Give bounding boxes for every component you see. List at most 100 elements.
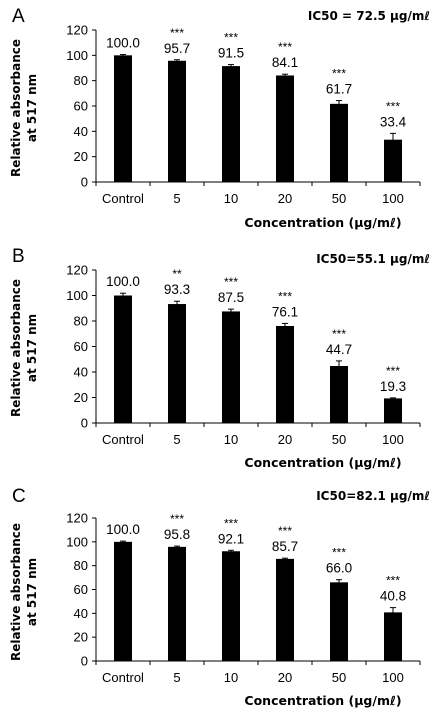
data-label: 95.8 bbox=[164, 527, 190, 542]
data-label: 76.1 bbox=[272, 304, 298, 319]
data-label: 61.7 bbox=[326, 82, 352, 97]
bar-control bbox=[114, 295, 132, 423]
panel-letter: B bbox=[12, 246, 25, 267]
bar-100 bbox=[384, 139, 402, 182]
ic50-annotation: IC50=82.1 μg/mℓ bbox=[316, 489, 430, 503]
significance-marker: *** bbox=[332, 67, 346, 81]
chart-panel-b: B IC50=55.1 μg/mℓ Relative absorbance at 51… bbox=[9, 246, 430, 470]
y-axis-title: Relative absorbance at 517 nm bbox=[9, 279, 39, 417]
y-tick-label: 0 bbox=[81, 416, 88, 431]
x-category-label: 20 bbox=[278, 432, 292, 447]
data-label: 95.7 bbox=[164, 41, 190, 56]
y-axis-title: Relative absorbance at 517 nm bbox=[9, 523, 39, 661]
bar-5 bbox=[168, 546, 186, 661]
x-category-label: Control bbox=[102, 670, 144, 685]
y-tick-label: 0 bbox=[81, 175, 88, 190]
significance-marker: *** bbox=[278, 289, 292, 303]
y-tick-label: 100 bbox=[66, 48, 88, 63]
y-tick-label: 20 bbox=[74, 390, 88, 405]
y-tick-label: 40 bbox=[74, 124, 88, 139]
x-category-label: 100 bbox=[382, 191, 404, 206]
bar-10 bbox=[222, 311, 240, 423]
x-category-label: 5 bbox=[173, 191, 180, 206]
y-tick-label: 60 bbox=[74, 99, 88, 114]
y-tick-label: 20 bbox=[74, 149, 88, 164]
y-axis-title-line1: Relative absorbance bbox=[9, 523, 23, 661]
ic50-annotation: IC50 = 72.5 μg/mℓ bbox=[308, 9, 430, 23]
chart-panel-a: A IC50 = 72.5 μg/mℓ Relative absorbance at … bbox=[9, 6, 430, 230]
panel-letter: A bbox=[12, 6, 25, 27]
data-label: 100.0 bbox=[106, 522, 140, 537]
x-category-label: 10 bbox=[224, 670, 238, 685]
ic50-annotation: IC50=55.1 μg/mℓ bbox=[316, 252, 430, 266]
data-label: 19.3 bbox=[380, 379, 406, 394]
data-label: 100.0 bbox=[106, 274, 140, 289]
data-label: 84.1 bbox=[272, 55, 298, 70]
y-tick-label: 40 bbox=[74, 606, 88, 621]
significance-marker: *** bbox=[332, 546, 346, 560]
y-axis-title-line2: at 517 nm bbox=[25, 558, 39, 626]
significance-marker: *** bbox=[386, 99, 400, 113]
significance-marker: *** bbox=[170, 512, 184, 526]
x-category-label: 5 bbox=[173, 670, 180, 685]
bar-10 bbox=[222, 66, 240, 182]
x-category-label: 20 bbox=[278, 191, 292, 206]
y-tick-label: 120 bbox=[66, 23, 88, 38]
x-axis-title: Concentration (μg/mℓ) bbox=[244, 693, 401, 708]
significance-marker: *** bbox=[170, 26, 184, 40]
bar-10 bbox=[222, 551, 240, 661]
bar-5 bbox=[168, 304, 186, 423]
y-tick-label: 20 bbox=[74, 630, 88, 645]
data-label: 91.5 bbox=[218, 46, 244, 61]
y-axis-title-line1: Relative absorbance bbox=[9, 279, 23, 417]
data-label: 33.4 bbox=[380, 114, 407, 129]
y-tick-label: 40 bbox=[74, 365, 88, 380]
x-category-label: 100 bbox=[382, 432, 404, 447]
x-category-label: 10 bbox=[224, 191, 238, 206]
y-tick-label: 100 bbox=[66, 534, 88, 549]
bar-50 bbox=[330, 582, 348, 661]
significance-marker: *** bbox=[386, 574, 400, 588]
significance-marker: *** bbox=[278, 40, 292, 54]
bar-control bbox=[114, 541, 132, 661]
bar-50 bbox=[330, 103, 348, 182]
x-category-label: Control bbox=[102, 191, 144, 206]
x-category-label: 5 bbox=[173, 432, 180, 447]
significance-marker: *** bbox=[224, 275, 238, 289]
y-tick-label: 120 bbox=[66, 263, 88, 278]
y-tick-label: 0 bbox=[81, 654, 88, 669]
data-label: 66.0 bbox=[326, 561, 352, 576]
bar-20 bbox=[276, 558, 294, 661]
x-category-label: 50 bbox=[332, 191, 346, 206]
y-axis-title: Relative absorbance at 517 nm bbox=[9, 39, 39, 177]
significance-marker: *** bbox=[332, 327, 346, 341]
bar-20 bbox=[276, 75, 294, 182]
data-label: 87.5 bbox=[218, 290, 244, 305]
x-category-label: 20 bbox=[278, 670, 292, 685]
x-category-label: 50 bbox=[332, 432, 346, 447]
bar-50 bbox=[330, 366, 348, 423]
significance-marker: *** bbox=[386, 364, 400, 378]
data-label: 44.7 bbox=[326, 342, 352, 357]
data-label: 93.3 bbox=[164, 282, 190, 297]
y-axis-title-line2: at 517 nm bbox=[25, 74, 39, 142]
x-axis-title: Concentration (μg/mℓ) bbox=[244, 215, 401, 230]
y-axis-title-line1: Relative absorbance bbox=[9, 39, 23, 177]
x-axis-title: Concentration (μg/mℓ) bbox=[244, 455, 401, 470]
y-tick-label: 80 bbox=[74, 558, 88, 573]
bar-100 bbox=[384, 398, 402, 423]
y-tick-label: 60 bbox=[74, 582, 88, 597]
significance-marker: ** bbox=[172, 267, 182, 281]
y-tick-label: 60 bbox=[74, 339, 88, 354]
x-category-label: 50 bbox=[332, 670, 346, 685]
significance-marker: *** bbox=[224, 516, 238, 530]
x-category-label: Control bbox=[102, 432, 144, 447]
bar-5 bbox=[168, 60, 186, 182]
x-category-label: 100 bbox=[382, 670, 404, 685]
data-label: 100.0 bbox=[106, 36, 140, 51]
data-label: 40.8 bbox=[380, 589, 406, 604]
significance-marker: *** bbox=[278, 524, 292, 538]
data-label: 92.1 bbox=[218, 531, 244, 546]
bar-control bbox=[114, 55, 132, 183]
y-tick-label: 120 bbox=[66, 511, 88, 526]
